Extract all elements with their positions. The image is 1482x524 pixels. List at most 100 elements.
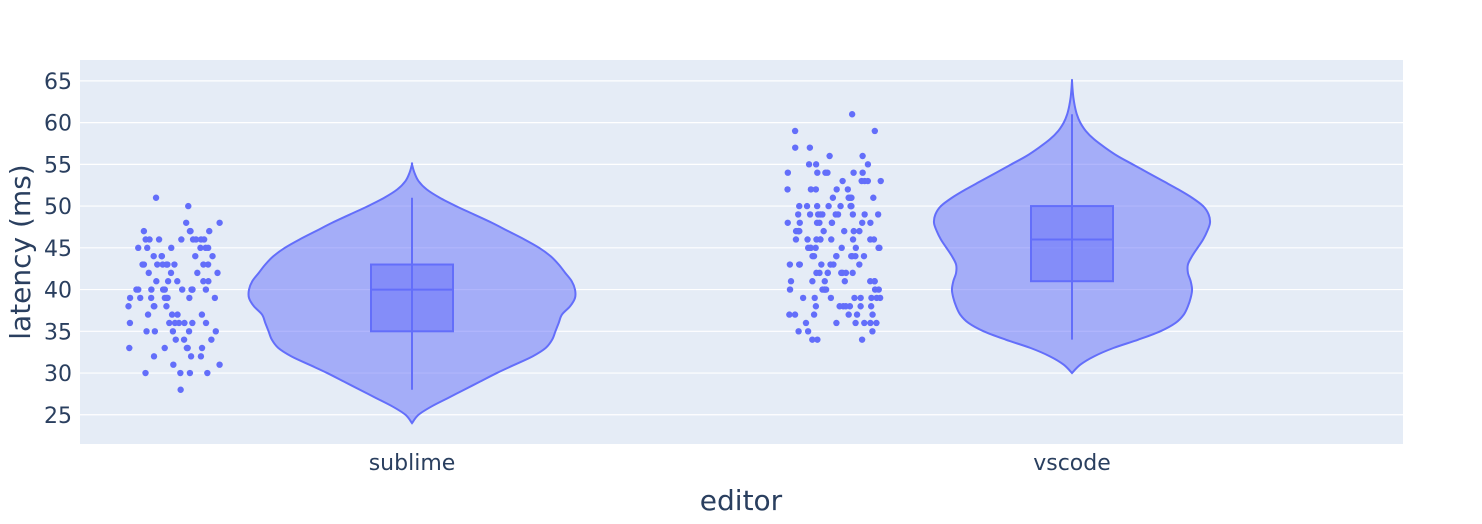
point-vscode: [784, 169, 792, 176]
point-vscode: [845, 311, 852, 318]
point-sublime: [150, 303, 158, 310]
point-sublime: [135, 244, 142, 252]
point-vscode: [811, 294, 818, 302]
point-sublime: [126, 294, 134, 302]
point-sublime: [211, 294, 219, 302]
point-vscode: [809, 336, 816, 343]
point-sublime: [197, 353, 205, 360]
point-sublime: [144, 244, 151, 252]
point-vscode: [858, 177, 865, 185]
point-vscode: [841, 278, 848, 285]
point-sublime: [186, 294, 193, 302]
point-vscode: [875, 286, 882, 293]
y-tick-label: 60: [44, 112, 72, 137]
point-sublime: [140, 227, 148, 235]
point-vscode: [806, 144, 814, 151]
point-sublime: [177, 369, 184, 377]
point-sublime: [194, 269, 201, 277]
point-vscode: [871, 127, 879, 135]
point-vscode: [859, 219, 866, 226]
point-sublime: [197, 244, 204, 252]
point-sublime: [145, 269, 152, 277]
point-sublime: [182, 219, 190, 226]
point-sublime: [200, 278, 207, 285]
point-vscode: [876, 294, 884, 302]
point-vscode: [864, 177, 872, 185]
point-vscode: [868, 294, 875, 302]
point-vscode: [826, 152, 833, 160]
point-vscode: [812, 244, 819, 252]
y-tick-label: 50: [44, 195, 72, 220]
point-vscode: [838, 244, 845, 252]
point-vscode: [821, 278, 828, 285]
point-sublime: [154, 261, 161, 268]
point-vscode: [786, 286, 794, 293]
point-vscode: [824, 269, 831, 277]
point-sublime: [202, 319, 210, 327]
point-vscode: [864, 161, 872, 168]
point-vscode: [867, 319, 874, 327]
point-vscode: [848, 252, 855, 260]
point-vscode: [833, 186, 840, 193]
point-vscode: [867, 219, 874, 226]
point-sublime: [216, 361, 223, 368]
point-sublime: [202, 244, 209, 252]
point-sublime: [152, 194, 160, 201]
point-vscode: [844, 186, 852, 193]
point-sublime: [168, 244, 175, 252]
point-vscode: [859, 169, 866, 176]
point-sublime: [214, 269, 221, 277]
point-vscode: [784, 219, 791, 226]
point-sublime: [208, 336, 215, 343]
x-axis-title: editor: [700, 484, 783, 517]
point-sublime: [192, 236, 200, 243]
point-vscode: [787, 278, 795, 285]
point-vscode: [873, 319, 880, 327]
x-tick-label: sublime: [369, 451, 456, 476]
point-vscode: [813, 269, 820, 277]
point-sublime: [158, 252, 166, 260]
point-sublime: [148, 286, 155, 293]
point-sublime: [185, 328, 193, 335]
point-sublime: [150, 252, 157, 260]
point-vscode: [829, 194, 837, 201]
y-axis-ticks: 25 30 35 40 45 50 55 60 65: [44, 70, 72, 429]
y-axis-title: latency (ms): [4, 164, 37, 339]
point-vscode: [794, 211, 802, 218]
point-vscode: [842, 303, 850, 310]
point-sublime: [166, 319, 173, 327]
point-sublime: [174, 278, 181, 285]
point-sublime: [167, 269, 175, 277]
point-vscode: [850, 169, 857, 176]
point-vscode: [852, 319, 859, 327]
point-sublime: [146, 236, 153, 243]
point-sublime: [164, 278, 172, 285]
point-sublime: [125, 303, 132, 310]
point-sublime: [126, 344, 133, 352]
point-vscode: [851, 294, 858, 302]
point-vscode: [795, 261, 803, 268]
point-sublime: [184, 344, 191, 352]
point-sublime: [179, 286, 186, 293]
point-vscode: [792, 236, 800, 243]
point-vscode: [839, 177, 846, 185]
point-vscode: [874, 211, 882, 218]
point-vscode: [796, 202, 803, 210]
point-sublime: [186, 227, 194, 235]
point-sublime: [192, 252, 199, 260]
point-sublime: [150, 353, 158, 360]
point-vscode: [861, 319, 868, 327]
point-vscode: [812, 303, 820, 310]
point-sublime: [164, 261, 171, 268]
point-sublime: [189, 286, 196, 293]
point-sublime: [181, 319, 188, 327]
point-sublime: [202, 286, 210, 293]
point-vscode: [850, 227, 857, 235]
point-sublime: [155, 236, 163, 243]
box-vscode: [1030, 205, 1114, 283]
point-vscode: [867, 278, 874, 285]
point-vscode: [810, 311, 818, 318]
point-sublime: [177, 386, 184, 393]
point-vscode: [804, 328, 812, 335]
